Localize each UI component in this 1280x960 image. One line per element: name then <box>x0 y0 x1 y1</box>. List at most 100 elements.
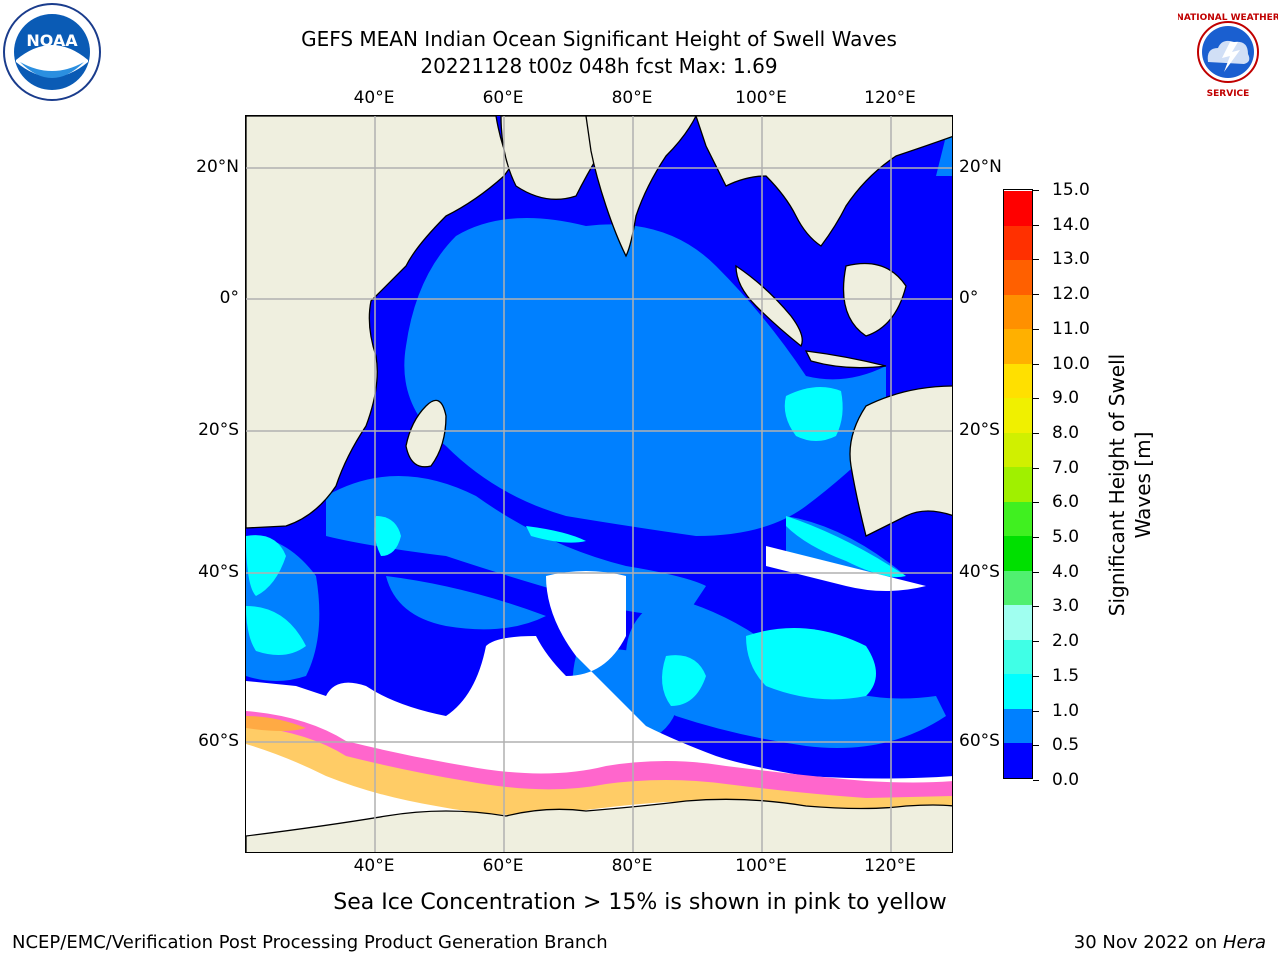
lat-label-left: 20°N <box>196 157 239 177</box>
lon-label-top: 40°E <box>353 88 395 108</box>
svg-text:NATIONAL WEATHER: NATIONAL WEATHER <box>1178 13 1278 23</box>
colorbar-band <box>1004 397 1032 433</box>
colorbar-tick <box>1033 745 1039 747</box>
java-island <box>804 350 887 369</box>
colorbar-tick-label: 0.0 <box>1052 770 1080 790</box>
colorbar <box>1003 189 1033 779</box>
svg-text:SERVICE: SERVICE <box>1207 89 1250 99</box>
lat-label-left: 0° <box>219 288 239 308</box>
colorbar-tick <box>1033 502 1039 504</box>
colorbar-tick-label: 8.0 <box>1052 422 1080 443</box>
lat-label-right: 0° <box>959 288 979 308</box>
india-landmass <box>585 116 697 258</box>
colorbar-tick <box>1033 641 1039 643</box>
colorbar-band <box>1004 535 1032 571</box>
noaa-logo-icon: NOAA <box>2 2 102 102</box>
colorbar-tick <box>1033 710 1039 712</box>
colorbar-tick-label: 13.0 <box>1052 249 1090 270</box>
colorbar-tick-label: 4.0 <box>1052 561 1080 582</box>
colorbar-band <box>1004 501 1032 537</box>
swell-map <box>246 116 952 852</box>
colorbar-band <box>1004 604 1032 640</box>
sumatra-island <box>735 264 803 348</box>
antarctica-landmass <box>246 798 952 852</box>
colorbar-tick <box>1033 467 1039 469</box>
colorbar-band <box>1004 742 1032 778</box>
colorbar-tick <box>1033 571 1039 573</box>
colorbar-tick <box>1033 259 1039 261</box>
colorbar-tick <box>1033 190 1039 191</box>
colorbar-band <box>1004 673 1032 709</box>
lon-label-bottom: 80°E <box>611 856 653 876</box>
colorbar-tick-label: 7.0 <box>1052 457 1080 478</box>
colorbar-tick <box>1033 328 1039 330</box>
footer-credit: NCEP/EMC/Verification Post Processing Pr… <box>12 932 608 953</box>
lat-label-right: 20°N <box>959 157 1002 177</box>
colorbar-tick-label: 6.0 <box>1052 492 1080 513</box>
map-area <box>245 115 953 853</box>
colorbar-band <box>1004 639 1032 675</box>
colorbar-band <box>1004 259 1032 295</box>
colorbar-title: Significant Height of Swell Waves [m] <box>1105 353 1155 617</box>
colorbar-tick-label: 9.0 <box>1052 388 1080 409</box>
colorbar-band <box>1004 466 1032 502</box>
se-asia-landmass <box>695 116 952 247</box>
lat-label-left: 40°S <box>198 562 239 582</box>
colorbar-tick-label: 0.5 <box>1052 735 1080 756</box>
graticule <box>246 116 952 852</box>
colorbar-tick-label: 5.0 <box>1052 527 1080 548</box>
colorbar-tick-label: 10.0 <box>1052 353 1090 374</box>
lon-label-top: 100°E <box>735 88 787 108</box>
colorbar-tick-label: 14.0 <box>1052 214 1090 235</box>
colorbar-tick <box>1033 780 1039 781</box>
nws-logo-icon: NATIONAL WEATHER SERVICE <box>1176 2 1280 102</box>
colorbar-tick-label: 11.0 <box>1052 318 1090 339</box>
colorbar-band <box>1004 363 1032 399</box>
colorbar-tick <box>1033 363 1039 365</box>
colorbar-tick <box>1033 675 1039 677</box>
lat-label-right: 60°S <box>959 731 1000 751</box>
colorbar-band <box>1004 570 1032 606</box>
colorbar-tick <box>1033 537 1039 539</box>
chart-title: GEFS MEAN Indian Ocean Significant Heigh… <box>0 26 1198 80</box>
colorbar-tick-label: 1.0 <box>1052 700 1080 721</box>
colorbar-band <box>1004 294 1032 330</box>
lat-label-left: 20°S <box>198 420 239 440</box>
australia-landmass <box>849 385 952 537</box>
lat-label-right: 20°S <box>959 420 1000 440</box>
swell-1-0-field <box>246 387 906 706</box>
lon-label-bottom: 40°E <box>353 856 395 876</box>
colorbar-tick <box>1033 606 1039 608</box>
title-line-2: 20221128 t00z 048h fcst Max: 1.69 <box>420 54 778 78</box>
colorbar-band <box>1004 432 1032 468</box>
colorbar-tick <box>1033 398 1039 400</box>
sea-ice-band <box>246 711 952 816</box>
lon-label-bottom: 120°E <box>864 856 916 876</box>
colorbar-band <box>1004 328 1032 364</box>
colorbar-tick <box>1033 432 1039 434</box>
lon-label-top: 80°E <box>611 88 653 108</box>
colorbar-band <box>1004 225 1032 261</box>
lon-label-top: 60°E <box>482 88 524 108</box>
colorbar-tick <box>1033 224 1039 226</box>
colorbar-tick-label: 3.0 <box>1052 596 1080 617</box>
madagascar-island <box>405 399 447 468</box>
lat-label-right: 40°S <box>959 562 1000 582</box>
colorbar-band <box>1004 190 1032 226</box>
colorbar-tick-label: 2.0 <box>1052 631 1080 652</box>
sea-ice-note: Sea Ice Concentration > 15% is shown in … <box>333 890 947 915</box>
africa-landmass <box>246 116 512 529</box>
colorbar-band <box>1004 708 1032 744</box>
footer-date: 30 Nov 2022 on Hera <box>1074 932 1266 953</box>
title-line-1: GEFS MEAN Indian Ocean Significant Heigh… <box>301 27 897 51</box>
land-masses <box>246 116 952 852</box>
lat-label-left: 60°S <box>198 731 239 751</box>
colorbar-tick-label: 1.5 <box>1052 665 1080 686</box>
lon-label-top: 120°E <box>864 88 916 108</box>
colorbar-tick-label: 12.0 <box>1052 284 1090 305</box>
lon-label-bottom: 60°E <box>482 856 524 876</box>
colorbar-tick-label: 15.0 <box>1052 180 1090 200</box>
footer-date-text: 30 Nov 2022 on <box>1073 932 1223 953</box>
colorbar-tick <box>1033 294 1039 296</box>
lon-label-bottom: 100°E <box>735 856 787 876</box>
